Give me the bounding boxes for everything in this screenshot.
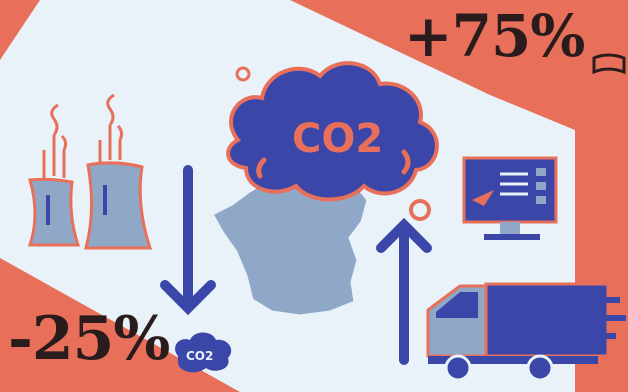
top-change-label: +75% xyxy=(404,2,585,70)
truck-icon xyxy=(426,282,626,382)
cloud-label: CO2 xyxy=(292,116,383,162)
factory-icon xyxy=(27,93,153,250)
small-cloud-icon: CO2 xyxy=(175,332,232,373)
monitor-icon xyxy=(462,156,558,240)
left-edge-band xyxy=(0,0,40,60)
top-right-band xyxy=(290,0,628,392)
arrow-up-icon xyxy=(376,217,432,365)
cloud-icon: CO2 xyxy=(226,61,439,202)
book-icon xyxy=(592,53,626,75)
bubble-small-top xyxy=(235,66,251,82)
bubble-small-right xyxy=(409,199,431,221)
arrow-down-icon xyxy=(160,165,216,316)
bottom-change-label: -25% xyxy=(8,304,170,374)
small-cloud-label: CO2 xyxy=(186,349,213,363)
